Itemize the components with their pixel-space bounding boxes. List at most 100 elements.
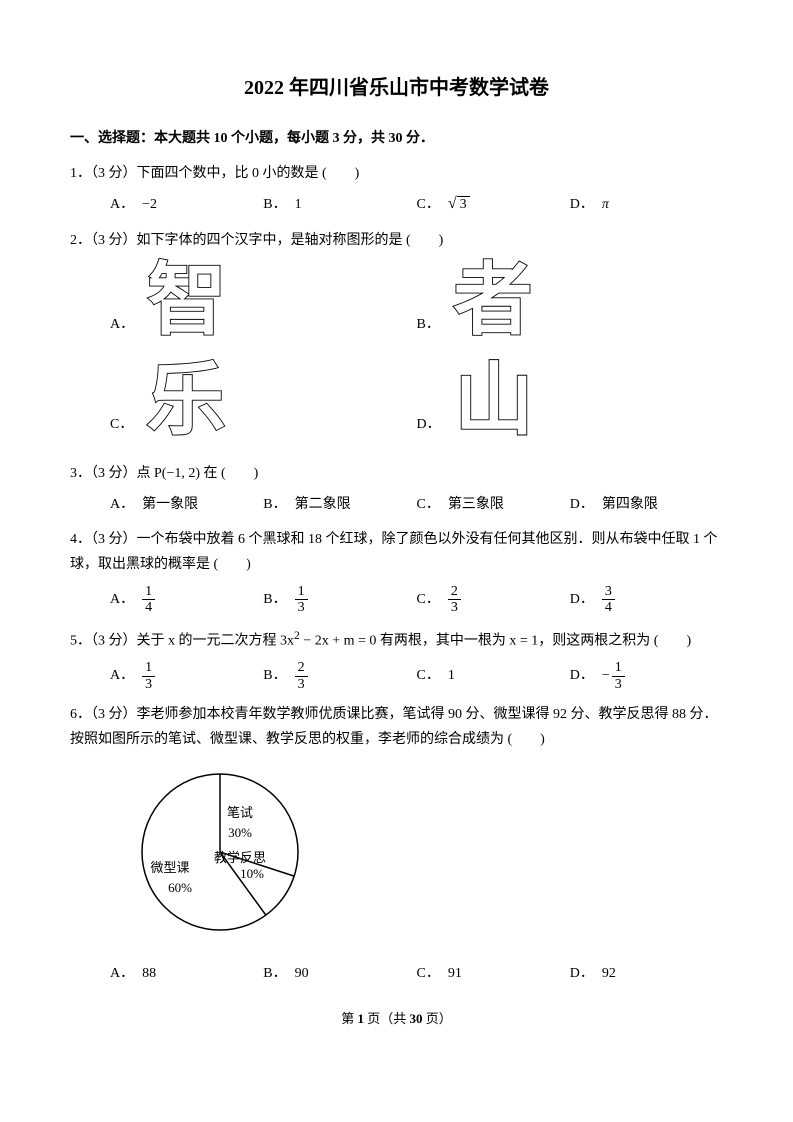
numerator: 1 (612, 660, 625, 676)
sqrt-icon: √ 3 (448, 196, 470, 214)
fraction: 3 4 (602, 584, 615, 616)
denominator: 3 (295, 677, 308, 692)
denominator: 3 (142, 677, 155, 692)
svg-text:10%: 10% (240, 866, 264, 881)
opt-label: C． (417, 587, 440, 612)
q1-optC: C． √ 3 (417, 192, 570, 217)
q1-optB: B． 1 (263, 192, 416, 217)
q4-options: A． 1 4 B． 1 3 C． 2 3 D． 3 4 (110, 584, 723, 616)
footer-post: 页） (423, 1011, 452, 1026)
q5-optD: D． − 1 3 (570, 660, 723, 692)
opt-label: A． (110, 961, 134, 986)
opt-label: C． (417, 961, 440, 986)
numerator: 3 (602, 584, 615, 600)
q3-optB: B． 第二象限 (263, 492, 416, 517)
opt-label: C． (110, 412, 133, 443)
q1-options: A． −2 B． 1 C． √ 3 D． π (110, 192, 723, 217)
minus-sign: − (602, 663, 610, 688)
opt-value: 第二象限 (295, 492, 351, 517)
q1-stem: 1．（3 分）下面四个数中，比 0 小的数是 ( ) (70, 161, 723, 186)
opt-label: B． (263, 587, 286, 612)
numerator: 2 (448, 584, 461, 600)
pie-chart: 微型课60%笔试30%教学反思10% (110, 762, 723, 951)
q4-optD: D． 3 4 (570, 584, 723, 616)
footer-total: 30 (410, 1011, 423, 1026)
svg-text:者: 者 (453, 255, 532, 343)
q4-optB: B． 1 3 (263, 584, 416, 616)
q4-optA: A． 1 4 (110, 584, 263, 616)
question-2: 2．（3 分）如下字体的四个汉字中，是轴对称图形的是 ( ) A． 智 B． 者… (70, 228, 723, 453)
question-6: 6．（3 分）李老师参加本校青年数学教师优质课比赛，笔试得 90 分、微型课得 … (70, 702, 723, 987)
fraction: 2 3 (448, 584, 461, 616)
opt-label: B． (263, 492, 286, 517)
svg-text:30%: 30% (228, 825, 252, 840)
denominator: 3 (612, 677, 625, 692)
radicand: 3 (457, 196, 470, 214)
opt-label: D． (570, 663, 594, 688)
q5-stem-post: − 2x + m = 0 有两根，其中一根为 x = 1，则这两根之积为 ( ) (300, 634, 691, 649)
opt-label: D． (570, 587, 594, 612)
numerator: 1 (295, 584, 308, 600)
opt-label: A． (110, 492, 134, 517)
q3-optA: A． 第一象限 (110, 492, 263, 517)
svg-text:60%: 60% (168, 880, 192, 895)
fraction: 2 3 (295, 660, 308, 692)
q3-optC: C． 第三象限 (417, 492, 570, 517)
numerator: 1 (142, 660, 155, 676)
q1-optA: A． −2 (110, 192, 263, 217)
denominator: 3 (295, 600, 308, 615)
q6-options: A． 88 B． 90 C． 91 D． 92 (110, 961, 723, 986)
page-title: 2022 年四川省乐山市中考数学试卷 (70, 70, 723, 106)
footer-mid: 页（共 (364, 1011, 410, 1026)
opt-label: B． (417, 312, 440, 343)
q2-optC: C． 乐 (110, 353, 417, 443)
opt-label: C． (417, 192, 440, 217)
char-zhi-icon: 智 (142, 253, 232, 343)
opt-value: 第一象限 (142, 492, 198, 517)
q5-stem-pre: 5．（3 分）关于 x 的一元二次方程 3x (70, 634, 294, 649)
opt-value: −2 (142, 192, 157, 217)
fraction: 1 3 (295, 584, 308, 616)
opt-value: 92 (602, 961, 616, 986)
radical-sign: √ (448, 196, 457, 212)
opt-label: C． (417, 663, 440, 688)
q3-options: A． 第一象限 B． 第二象限 C． 第三象限 D． 第四象限 (110, 492, 723, 517)
fraction: 1 3 (612, 660, 625, 692)
char-shan-icon: 山 (449, 353, 539, 443)
opt-value: 1 (295, 192, 302, 217)
q2-optA: A． 智 (110, 253, 417, 343)
opt-label: A． (110, 312, 134, 343)
section-heading: 一、选择题：本大题共 10 个小题，每小题 3 分，共 30 分． (70, 126, 723, 151)
opt-label: B． (263, 961, 286, 986)
fraction: 1 3 (142, 660, 155, 692)
opt-label: D． (570, 192, 594, 217)
opt-value: 第四象限 (602, 492, 658, 517)
pie-chart-icon: 微型课60%笔试30%教学反思10% (110, 762, 340, 942)
q5-optA: A． 1 3 (110, 660, 263, 692)
page-footer: 第 1 页（共 30 页） (70, 1007, 723, 1030)
svg-text:笔试: 笔试 (227, 805, 253, 820)
q6-optA: A． 88 (110, 961, 263, 986)
opt-value: 91 (448, 961, 462, 986)
q6-optB: B． 90 (263, 961, 416, 986)
char-le-icon: 乐 (141, 353, 231, 443)
q2-stem: 2．（3 分）如下字体的四个汉字中，是轴对称图形的是 ( ) (70, 228, 723, 253)
q5-stem: 5．（3 分）关于 x 的一元二次方程 3x2 − 2x + m = 0 有两根… (70, 625, 723, 654)
question-1: 1．（3 分）下面四个数中，比 0 小的数是 ( ) A． −2 B． 1 C．… (70, 161, 723, 217)
denominator: 3 (448, 600, 461, 615)
opt-label: D． (417, 412, 441, 443)
denominator: 4 (142, 600, 155, 615)
opt-label: B． (263, 663, 286, 688)
svg-text:智: 智 (148, 255, 227, 343)
q4-stem: 4．（3 分）一个布袋中放着 6 个黑球和 18 个红球，除了颜色以外没有任何其… (70, 527, 723, 577)
numerator: 2 (295, 660, 308, 676)
opt-label: D． (570, 492, 594, 517)
svg-text:山: 山 (454, 355, 533, 443)
neg-fraction: − 1 3 (602, 660, 625, 692)
opt-label: A． (110, 192, 134, 217)
q2-optB: B． 者 (417, 253, 724, 343)
q6-optC: C． 91 (417, 961, 570, 986)
footer-pre: 第 (341, 1011, 357, 1026)
opt-value: 88 (142, 961, 156, 986)
opt-value: 90 (295, 961, 309, 986)
